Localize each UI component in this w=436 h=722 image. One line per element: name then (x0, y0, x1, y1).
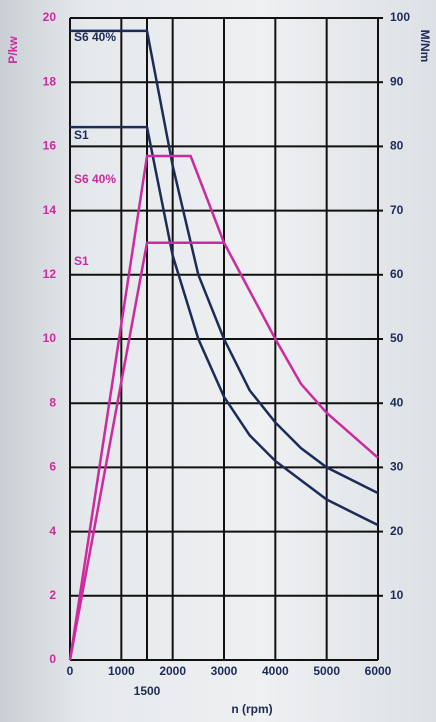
y2-tick-label: 40 (390, 395, 404, 409)
y-tick-label: 16 (43, 139, 57, 153)
y2-tick-label: 30 (390, 460, 404, 474)
x-tick-label: 6000 (365, 664, 392, 678)
y-axis-label: P/kw (6, 36, 20, 64)
y-tick-label: 18 (43, 74, 57, 88)
y-tick-label: 20 (43, 10, 57, 24)
x-tick-label: 5000 (313, 664, 340, 678)
series-line (68, 154, 226, 661)
x-tick-label: 1500 (134, 684, 161, 698)
y-tick-label: 10 (43, 331, 57, 345)
y-tick-label: 0 (49, 652, 56, 666)
x-tick-label: 1000 (108, 664, 135, 678)
y-tick-label: 6 (49, 460, 56, 474)
y2-tick-label: 70 (390, 203, 404, 217)
y-tick-label: 12 (43, 267, 57, 281)
series-line (68, 241, 379, 661)
x-tick-label: 3000 (211, 664, 238, 678)
y2-tick-label: 60 (390, 267, 404, 281)
y2-tick-label: 10 (390, 588, 404, 602)
y2-axis-label: M/Nm (418, 30, 432, 63)
y2-tick-label: 80 (390, 139, 404, 153)
series-line (70, 125, 379, 527)
y-tick-label: 8 (49, 395, 56, 409)
series-line (70, 29, 379, 495)
y-tick-label: 4 (49, 524, 56, 538)
series-label: S6 40% (74, 30, 116, 44)
x-tick-label: 2000 (159, 664, 186, 678)
y2-tick-label: 20 (390, 524, 404, 538)
y-tick-label: 14 (43, 203, 57, 217)
x-tick-label: 4000 (262, 664, 289, 678)
series-label: S6 40% (74, 172, 116, 186)
y2-tick-label: 90 (390, 74, 404, 88)
x-tick-label: 0 (67, 664, 74, 678)
series-label: S1 (74, 128, 89, 142)
y2-tick-label: 50 (390, 331, 404, 345)
series-label: S1 (74, 254, 89, 268)
y2-tick-label: 100 (390, 10, 410, 24)
y-tick-label: 2 (49, 588, 56, 602)
x-axis-label: n (rpm) (231, 702, 272, 716)
